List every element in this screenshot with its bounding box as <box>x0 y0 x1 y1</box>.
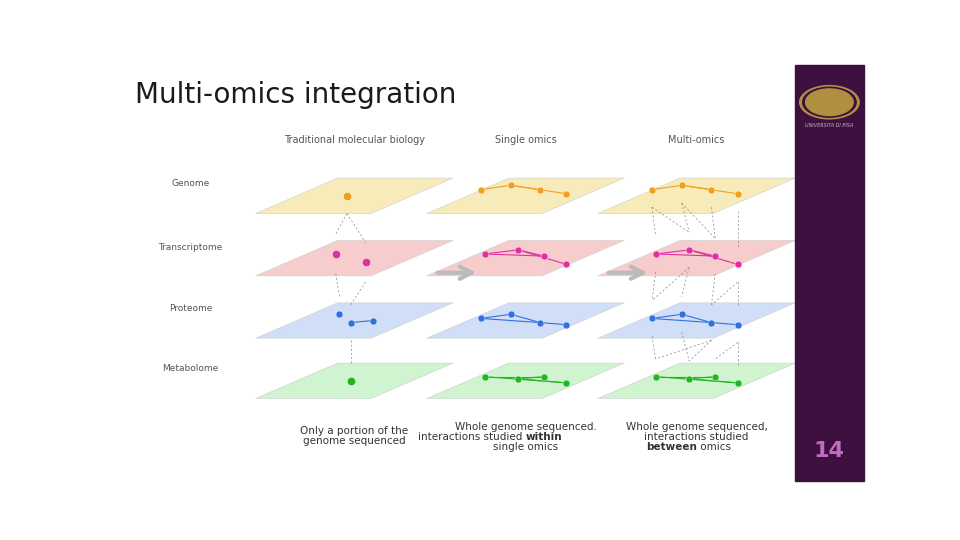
Text: Single omics: Single omics <box>494 134 557 145</box>
Text: omics: omics <box>697 442 731 453</box>
Polygon shape <box>427 178 624 213</box>
Polygon shape <box>255 178 453 213</box>
Polygon shape <box>598 363 795 399</box>
Polygon shape <box>255 303 453 338</box>
Polygon shape <box>427 240 624 276</box>
Polygon shape <box>427 303 624 338</box>
Text: Whole genome sequenced.: Whole genome sequenced. <box>454 422 596 431</box>
Text: interactions studied: interactions studied <box>418 432 525 442</box>
Text: UNIVERSITA DI PISA: UNIVERSITA DI PISA <box>805 123 853 127</box>
Text: Proteome: Proteome <box>169 303 212 313</box>
Circle shape <box>805 89 853 116</box>
Polygon shape <box>255 240 453 276</box>
Polygon shape <box>598 303 795 338</box>
Polygon shape <box>598 178 795 213</box>
Polygon shape <box>427 363 624 399</box>
Text: 14: 14 <box>814 442 845 462</box>
Text: Traditional molecular biology: Traditional molecular biology <box>284 134 425 145</box>
Text: Transcriptome: Transcriptome <box>158 243 223 252</box>
Polygon shape <box>598 240 795 276</box>
Text: genome sequenced: genome sequenced <box>303 436 406 446</box>
Circle shape <box>800 85 859 119</box>
Text: Only a portion of the: Only a portion of the <box>300 426 408 436</box>
Text: within: within <box>525 432 563 442</box>
Text: Genome: Genome <box>172 179 210 188</box>
Text: Metabolome: Metabolome <box>162 364 219 373</box>
Circle shape <box>803 87 856 117</box>
Text: interactions studied: interactions studied <box>644 432 749 442</box>
Bar <box>795 65 864 481</box>
Polygon shape <box>255 363 453 399</box>
Text: single omics: single omics <box>492 442 558 453</box>
Text: Whole genome sequenced,: Whole genome sequenced, <box>626 422 768 431</box>
Text: Multi-omics integration: Multi-omics integration <box>134 82 456 110</box>
Text: Multi-omics: Multi-omics <box>668 134 725 145</box>
Text: between: between <box>646 442 697 453</box>
